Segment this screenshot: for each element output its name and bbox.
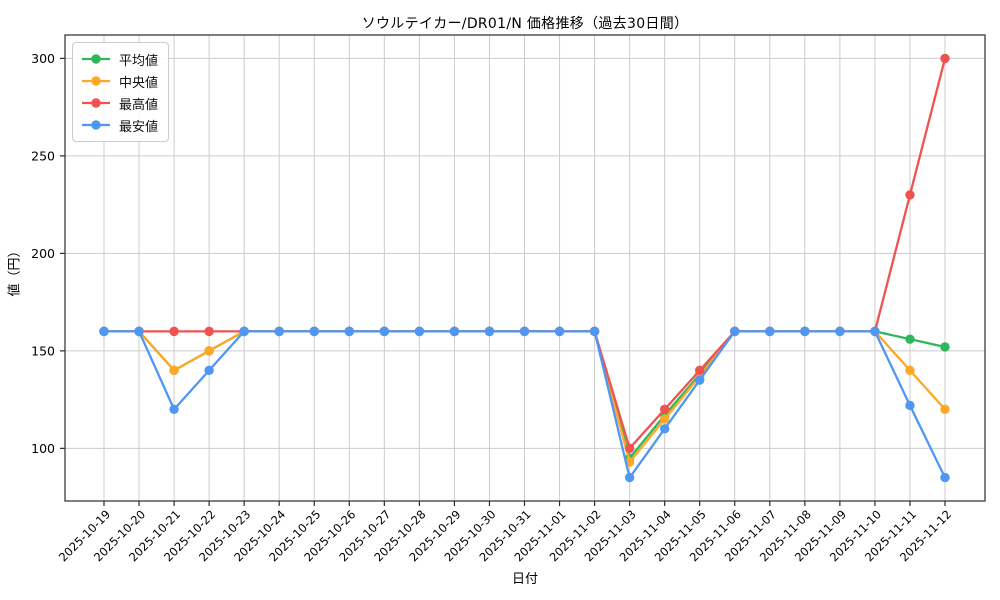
data-point	[589, 326, 600, 337]
data-point	[204, 346, 214, 356]
data-point	[519, 326, 530, 337]
data-point	[624, 443, 635, 454]
data-point	[695, 365, 705, 376]
data-point	[659, 414, 670, 424]
legend-item: 中央値	[81, 70, 158, 92]
data-point	[659, 424, 670, 434]
data-point	[940, 342, 950, 352]
data-point	[169, 326, 179, 337]
x-axis-label: 日付	[511, 572, 538, 587]
y-tick-label: 300	[31, 51, 55, 66]
legend-label: 平均値	[119, 53, 159, 69]
data-point	[204, 326, 214, 337]
data-point	[905, 365, 915, 376]
legend: 平均値中央値最高値最安値	[72, 42, 170, 142]
data-point	[905, 400, 915, 411]
legend-label: 中央値	[119, 75, 159, 91]
data-point	[134, 326, 144, 337]
legend-item: 平均値	[81, 48, 158, 70]
data-point	[344, 326, 354, 337]
data-point	[835, 326, 845, 337]
data-point	[905, 334, 915, 344]
data-point	[554, 326, 565, 337]
data-point	[940, 472, 950, 483]
legend-label: 最安値	[119, 119, 159, 135]
y-tick-label: 100	[31, 441, 55, 456]
data-point	[940, 53, 950, 64]
y-tick-label: 250	[31, 148, 55, 163]
data-point	[449, 326, 460, 337]
data-point	[379, 326, 390, 337]
data-point	[169, 365, 179, 376]
y-tick-label: 200	[31, 246, 55, 261]
legend-marker-icon	[82, 76, 110, 86]
chart-title: ソウルテイカー/DR01/N 価格推移（過去30日間）	[361, 16, 689, 32]
data-point	[940, 404, 950, 415]
legend-marker-icon	[82, 120, 110, 130]
y-tick-label: 150	[31, 343, 55, 358]
legend-item: 最高値	[81, 92, 158, 114]
data-point	[765, 326, 775, 337]
data-point	[870, 326, 880, 337]
data-point	[274, 326, 284, 337]
legend-marker-icon	[82, 98, 110, 108]
data-point	[99, 326, 109, 337]
data-point	[414, 326, 425, 337]
data-point	[905, 190, 915, 200]
data-point	[659, 404, 670, 415]
data-point	[309, 326, 319, 337]
legend-marker-icon	[82, 54, 110, 64]
data-point	[484, 326, 495, 337]
legend-label: 最高値	[119, 97, 159, 113]
data-point	[204, 365, 214, 376]
legend-item: 最安値	[81, 114, 158, 136]
data-point	[169, 404, 179, 415]
data-point	[730, 326, 740, 337]
data-point	[624, 472, 635, 483]
data-point	[239, 326, 249, 337]
data-point	[800, 326, 810, 337]
data-point	[695, 375, 705, 385]
